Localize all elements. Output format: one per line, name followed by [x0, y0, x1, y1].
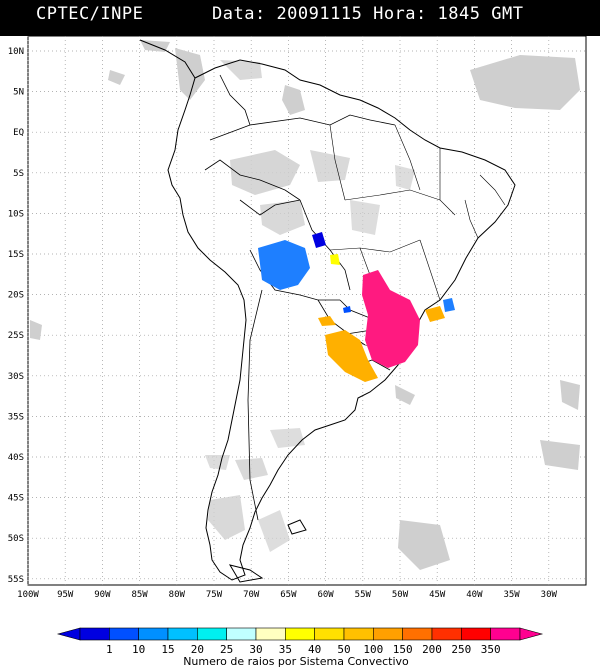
lon-label: 80W: [169, 590, 186, 600]
colorbar-level-label: 40: [308, 643, 321, 656]
lon-label: 65W: [280, 590, 297, 600]
colorbar-segment: [167, 627, 198, 641]
colorbar: [56, 627, 544, 641]
graticule: [27, 36, 586, 585]
date-value: 20091115: [276, 4, 363, 24]
lon-label: 70W: [243, 590, 260, 600]
lat-label: 30S: [8, 372, 24, 382]
colorbar-level-label: 35: [279, 643, 292, 656]
lat-label: 35S: [8, 412, 24, 422]
system-magenta: [362, 270, 420, 368]
longitude-labels: 100W 95W 90W 85W 80W 75W 70W 65W 60W 55W 50W 45W 40W…: [17, 590, 557, 600]
lat-label: 10S: [8, 209, 24, 219]
time-value: 1845: [437, 4, 481, 24]
colorbar-level-label: 1: [106, 643, 113, 656]
lat-label: 5S: [13, 169, 24, 179]
system-blue-west: [258, 240, 310, 290]
colorbar-level-label: 15: [161, 643, 174, 656]
colorbar-segment: [314, 627, 345, 641]
lat-label: 45S: [8, 494, 24, 504]
lon-label: 95W: [57, 590, 74, 600]
lon-label: 90W: [94, 590, 111, 600]
colorbar-level-label: 100: [363, 643, 383, 656]
lon-label: 100W: [17, 590, 39, 600]
lon-label: 30W: [541, 590, 558, 600]
system-blue-small: [343, 306, 351, 313]
coastline: [139, 39, 516, 583]
lon-label: 35W: [503, 590, 520, 600]
colorbar-level-label: 200: [422, 643, 442, 656]
colorbar-segment: [226, 627, 257, 641]
colorbar-segment: [490, 627, 521, 641]
lon-label: 85W: [131, 590, 148, 600]
lat-label: 25S: [8, 331, 24, 341]
lat-label: 10N: [8, 47, 24, 57]
colorbar-segment: [197, 627, 227, 641]
colorbar-level-label: 25: [220, 643, 233, 656]
colorbar-level-label: 150: [393, 643, 413, 656]
lon-label: 50W: [392, 590, 409, 600]
colorbar-segment: [109, 627, 139, 641]
system-yellow: [330, 254, 340, 265]
latitude-labels: 10N 5N EQ 5S 10S 15S 20S 25S 30S 35S 40S 45S 50S 55S: [8, 47, 24, 585]
lon-label: 40W: [466, 590, 483, 600]
colorbar-title: Numero de raios por Sistema Convectivo: [183, 655, 409, 668]
lat-label: 15S: [8, 250, 24, 260]
colorbar-level-label: 30: [249, 643, 262, 656]
datetime-label: Data: 20091115 Hora: 1845 GMT: [212, 4, 523, 24]
lat-label: 20S: [8, 291, 24, 301]
lightning-systems: [258, 232, 455, 382]
colorbar-segment: [138, 627, 169, 641]
colorbar-segment: [373, 627, 403, 641]
source-label: CPTEC/INPE: [36, 4, 144, 24]
map-frame: [27, 35, 587, 586]
timezone-label: GMT: [491, 4, 524, 24]
lat-label: EQ: [13, 128, 24, 138]
colorbar-level-label: 20: [191, 643, 204, 656]
system-orange-east: [425, 306, 445, 322]
colorbar-arrow-right: [519, 627, 544, 641]
lon-label: 55W: [355, 590, 372, 600]
colorbar-segment: [431, 627, 462, 641]
colorbar-level-label: 10: [132, 643, 145, 656]
colorbar-level-label: 50: [337, 643, 350, 656]
colorbar-level-label: 350: [481, 643, 501, 656]
system-orange-west: [318, 316, 336, 326]
colorbar-level-label: 250: [451, 643, 471, 656]
lat-label: 55S: [8, 575, 24, 585]
lat-label: 5N: [13, 88, 24, 98]
colorbar-segment: [461, 627, 491, 641]
system-darkblue: [312, 232, 326, 248]
time-label: Hora:: [373, 4, 427, 24]
colorbar-segment: [79, 627, 110, 641]
colorbar-segment: [343, 627, 374, 641]
title-bar: CPTEC/INPE Data: 20091115 Hora: 1845 GMT: [0, 0, 600, 36]
lon-label: 60W: [317, 590, 334, 600]
colorbar-segment: [402, 627, 433, 641]
colorbar-segment: [285, 627, 315, 641]
lon-label: 75W: [206, 590, 223, 600]
colorbar-labels: 1 10 15 20 25 30 35 40 50 100 150 200 250 350: [106, 643, 501, 656]
lat-label: 50S: [8, 534, 24, 544]
colorbar-segment: [255, 627, 286, 641]
colorbar-arrow-left: [56, 627, 81, 641]
lon-label: 45W: [429, 590, 446, 600]
lat-label: 40S: [8, 453, 24, 463]
date-label: Data:: [212, 4, 266, 24]
system-orange-center: [325, 330, 378, 382]
system-blue-east: [443, 298, 455, 312]
